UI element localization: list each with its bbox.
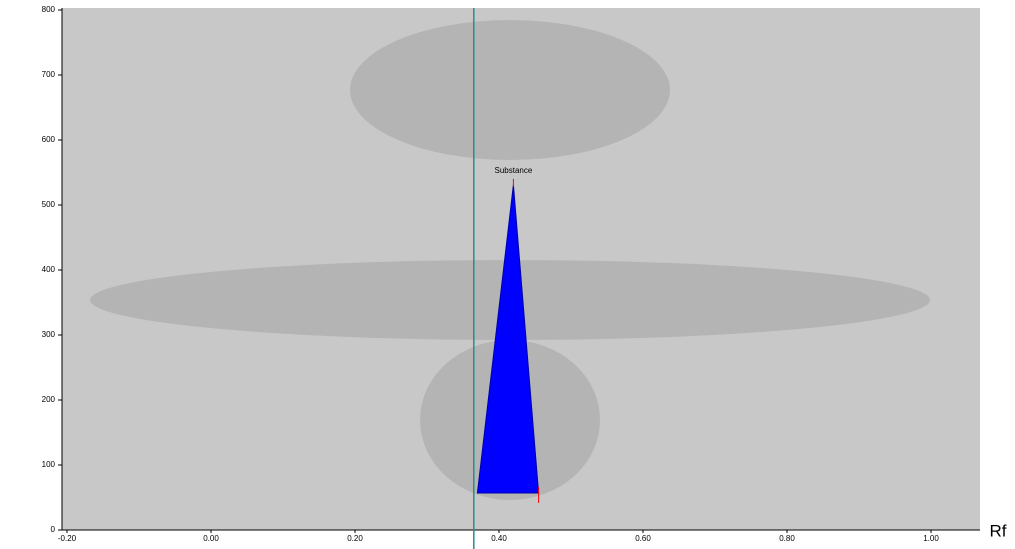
chart: Rf -0.20 0.00 0.20 0.40 0.60 0.80 1.00 0 100 200 3… (0, 0, 1015, 549)
x-tick-label: 0.80 (779, 534, 795, 543)
x-tick-label: -0.20 (58, 534, 77, 543)
x-tick-label: 0.00 (203, 534, 219, 543)
y-tick-label: 600 (42, 135, 56, 144)
y-tick-label: 0 (51, 525, 56, 534)
x-tick-label: 0.20 (347, 534, 363, 543)
x-axis-label: Rf (990, 521, 1007, 540)
y-tick-label: 700 (42, 70, 56, 79)
y-tick-label: 500 (42, 200, 56, 209)
y-tick-label: 400 (42, 265, 56, 274)
y-tick-label: 300 (42, 330, 56, 339)
y-tick-label: 800 (42, 5, 56, 14)
y-tick-label: 100 (42, 460, 56, 469)
peak-annotation: Substance (494, 166, 532, 175)
x-tick-label: 0.60 (635, 534, 651, 543)
y-tick-label: 200 (42, 395, 56, 404)
x-tick-label: 0.40 (491, 534, 507, 543)
x-tick-label: 1.00 (923, 534, 939, 543)
